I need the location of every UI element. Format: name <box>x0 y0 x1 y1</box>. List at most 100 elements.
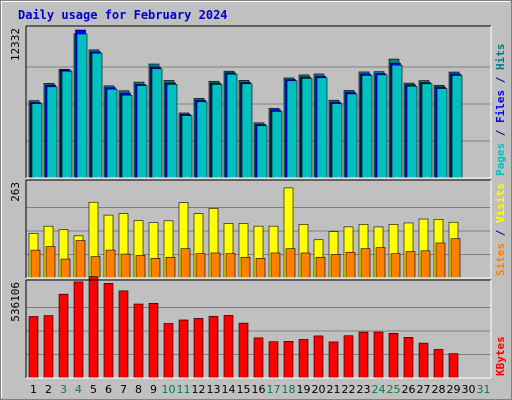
bar-sites-day-4 <box>75 240 86 279</box>
x-tick-label-12: 12 <box>192 383 206 396</box>
legend-segment-visits-sites-0: Sites <box>494 243 507 276</box>
bar-pages-day-21 <box>331 103 343 179</box>
bar-kbytes-day-23 <box>358 331 369 379</box>
x-tick-label-3: 3 <box>60 383 67 396</box>
bar-sites-day-7 <box>120 253 131 279</box>
bar-kbytes-day-28 <box>433 349 444 379</box>
legend-segment-hits-files-pages-4: Hits <box>494 44 507 71</box>
x-tick-label-18: 18 <box>282 383 296 396</box>
bar-pages-day-15 <box>241 83 253 179</box>
legend-segment-hits-files-pages-1: / <box>494 123 507 143</box>
x-tick-label-14: 14 <box>222 383 236 396</box>
bar-pages-day-22 <box>346 93 358 179</box>
bar-sites-day-9 <box>150 258 161 279</box>
x-tick-label-19: 19 <box>297 383 311 396</box>
x-tick-label-6: 6 <box>105 383 112 396</box>
y-max-label-kbytes: 536106 <box>9 282 22 322</box>
bar-sites-day-27 <box>420 250 431 279</box>
x-tick-label-15: 15 <box>237 383 251 396</box>
bar-kbytes-day-1 <box>28 316 39 379</box>
bar-kbytes-day-19 <box>298 339 309 379</box>
x-tick-label-10: 10 <box>162 383 176 396</box>
bar-sites-day-16 <box>255 258 266 279</box>
bar-pages-day-10 <box>166 84 178 179</box>
bar-pages-day-13 <box>211 84 223 179</box>
bar-pages-day-6 <box>106 88 118 179</box>
x-tick-label-16: 16 <box>252 383 266 396</box>
bar-pages-day-4 <box>76 33 88 179</box>
bar-pages-day-17 <box>271 111 283 179</box>
bar-kbytes-day-9 <box>148 303 159 379</box>
bar-pages-day-27 <box>421 83 433 179</box>
x-tick-label-5: 5 <box>90 383 97 396</box>
legend-segment-visits-sites-2: Visits <box>494 183 507 223</box>
bar-sites-day-26 <box>405 251 416 279</box>
bar-pages-day-18 <box>286 80 298 179</box>
legend-segment-kbytes-0: KBytes <box>494 336 507 376</box>
x-tick-label-7: 7 <box>120 383 127 396</box>
bar-pages-day-29 <box>451 75 463 179</box>
bar-kbytes-day-25 <box>388 332 399 379</box>
x-tick-label-23: 23 <box>357 383 371 396</box>
bar-sites-day-17 <box>270 252 281 279</box>
x-tick-label-2: 2 <box>45 383 52 396</box>
bar-pages-day-14 <box>226 73 238 179</box>
bar-kbytes-day-21 <box>328 341 339 379</box>
bar-pages-day-23 <box>361 75 373 179</box>
bar-kbytes-day-18 <box>283 341 294 379</box>
x-tick-label-29: 29 <box>447 383 461 396</box>
bar-pages-day-19 <box>301 78 313 179</box>
bar-sites-day-22 <box>345 251 356 279</box>
bar-pages-day-9 <box>151 68 163 179</box>
bar-pages-day-8 <box>136 85 148 179</box>
bar-kbytes-day-22 <box>343 335 354 379</box>
bar-sites-day-6 <box>105 249 116 279</box>
x-tick-label-11: 11 <box>177 383 191 396</box>
bar-sites-day-5 <box>90 256 101 279</box>
bar-kbytes-day-27 <box>418 342 429 379</box>
bar-pages-day-1 <box>31 103 43 179</box>
bar-pages-day-12 <box>196 101 208 179</box>
bar-pages-day-11 <box>181 115 193 179</box>
bar-sites-day-1 <box>30 249 41 279</box>
legend-segment-hits-files-pages-3: / <box>494 70 507 90</box>
bar-sites-day-8 <box>135 255 146 279</box>
bar-sites-day-10 <box>165 256 176 279</box>
bar-sites-day-13 <box>210 252 221 279</box>
legend-segment-hits-files-pages-2: Files <box>494 90 507 123</box>
bar-kbytes-day-29 <box>448 353 459 379</box>
bar-pages-day-3 <box>61 70 73 179</box>
legend-label-visits-sites: Sites / Visits <box>494 183 507 276</box>
legend-segment-visits-sites-1: / <box>494 223 507 243</box>
y-max-label-hits-files-pages: 12332 <box>9 28 22 61</box>
x-tick-label-1: 1 <box>30 383 37 396</box>
bar-sites-day-20 <box>315 256 326 279</box>
bar-kbytes-day-10 <box>163 323 174 379</box>
legend-label-kbytes: KBytes <box>494 336 507 376</box>
x-tick-label-20: 20 <box>312 383 326 396</box>
legend-segment-hits-files-pages-0: Pages <box>494 143 507 176</box>
x-tick-label-27: 27 <box>417 383 431 396</box>
x-tick-label-30: 30 <box>462 383 476 396</box>
bar-sites-day-2 <box>45 246 56 279</box>
bar-kbytes-day-6 <box>103 283 114 379</box>
y-max-label-visits-sites: 263 <box>9 182 22 202</box>
bar-kbytes-day-5 <box>88 276 99 379</box>
bar-pages-day-7 <box>121 94 133 179</box>
bar-pages-day-28 <box>436 88 448 179</box>
bar-kbytes-day-4 <box>73 281 84 379</box>
bar-pages-day-5 <box>91 52 103 179</box>
x-tick-label-4: 4 <box>75 383 82 396</box>
bar-sites-day-23 <box>360 248 371 279</box>
bar-sites-day-24 <box>375 247 386 279</box>
bar-kbytes-day-16 <box>253 337 264 379</box>
x-tick-label-25: 25 <box>387 383 401 396</box>
bar-kbytes-day-3 <box>58 293 69 379</box>
bar-sites-day-18 <box>285 248 296 279</box>
bar-pages-day-24 <box>376 74 388 179</box>
bar-sites-day-12 <box>195 253 206 279</box>
bar-kbytes-day-12 <box>193 318 204 379</box>
bar-sites-day-21 <box>330 254 341 279</box>
bar-kbytes-day-20 <box>313 335 324 379</box>
x-tick-label-24: 24 <box>372 383 386 396</box>
